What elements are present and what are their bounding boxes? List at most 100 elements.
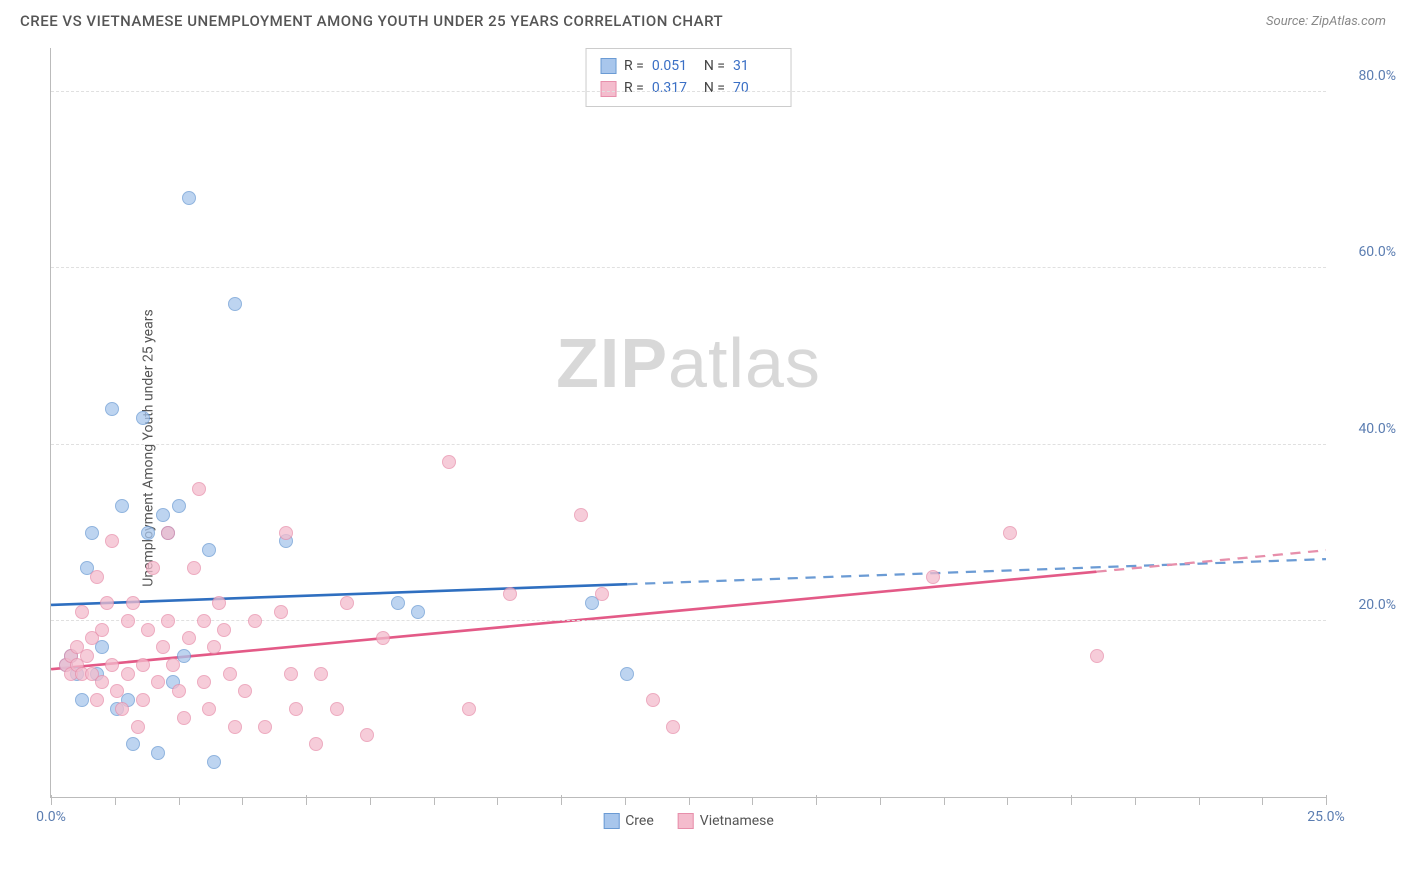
x-tick-minor <box>752 797 753 805</box>
scatter-point <box>141 526 155 540</box>
scatter-point <box>340 596 354 610</box>
x-tick-minor <box>1007 797 1008 805</box>
scatter-point <box>646 693 660 707</box>
scatter-point <box>115 702 129 716</box>
x-tick-minor <box>1199 797 1200 805</box>
y-tick-label: 20.0% <box>1358 597 1396 613</box>
scatter-point <box>212 596 226 610</box>
watermark-bold: ZIP <box>556 324 668 402</box>
scatter-point <box>136 693 150 707</box>
x-tick-label: 25.0% <box>1307 809 1345 825</box>
scatter-point <box>172 684 186 698</box>
scatter-point <box>314 667 328 681</box>
scatter-point <box>105 658 119 672</box>
x-tick-minor <box>370 797 371 805</box>
scatter-point <box>228 297 242 311</box>
stat-n-value: 70 <box>733 77 777 99</box>
scatter-point <box>207 755 221 769</box>
stats-row: R =0.317N =70 <box>600 77 777 99</box>
trend-line-dashed <box>627 559 1326 584</box>
y-tick-label: 80.0% <box>1358 68 1396 84</box>
x-tick-minor <box>242 797 243 805</box>
scatter-point <box>207 640 221 654</box>
legend-label: Vietnamese <box>700 813 774 829</box>
legend: Cree Vietnamese <box>603 813 774 829</box>
x-tick <box>51 795 52 805</box>
legend-swatch <box>678 813 694 829</box>
scatter-point <box>151 746 165 760</box>
scatter-point <box>442 455 456 469</box>
chart-title: CREE VS VIETNAMESE UNEMPLOYMENT AMONG YO… <box>20 12 723 30</box>
scatter-point <box>289 702 303 716</box>
plot-region: ZIPatlas R =0.051N =31R =0.317N =70 Cree… <box>50 48 1326 798</box>
scatter-point <box>177 711 191 725</box>
scatter-point <box>391 596 405 610</box>
scatter-point <box>187 561 201 575</box>
scatter-point <box>161 614 175 628</box>
scatter-point <box>95 675 109 689</box>
scatter-point <box>1003 526 1017 540</box>
gridline-h <box>51 620 1326 621</box>
y-tick-label: 40.0% <box>1358 421 1396 437</box>
scatter-point <box>595 587 609 601</box>
scatter-point <box>105 534 119 548</box>
legend-item: Cree <box>603 813 654 829</box>
stat-r-label: R = <box>624 77 644 99</box>
stats-box: R =0.051N =31R =0.317N =70 <box>585 48 792 107</box>
stat-n-value: 31 <box>733 55 777 77</box>
x-tick <box>561 795 562 805</box>
scatter-point <box>620 667 634 681</box>
scatter-point <box>202 702 216 716</box>
scatter-point <box>376 631 390 645</box>
scatter-point <box>217 623 231 637</box>
scatter-point <box>121 614 135 628</box>
scatter-point <box>156 640 170 654</box>
x-tick <box>816 795 817 805</box>
x-tick-label: 0.0% <box>36 809 66 825</box>
x-tick-minor <box>625 797 626 805</box>
scatter-point <box>284 667 298 681</box>
series-swatch <box>600 81 616 97</box>
scatter-point <box>202 543 216 557</box>
scatter-point <box>223 667 237 681</box>
scatter-point <box>258 720 272 734</box>
scatter-point <box>192 482 206 496</box>
scatter-point <box>666 720 680 734</box>
x-tick-minor <box>689 797 690 805</box>
scatter-point <box>197 614 211 628</box>
scatter-point <box>121 667 135 681</box>
x-tick-minor <box>1135 797 1136 805</box>
scatter-point <box>126 737 140 751</box>
chart-area: Unemployment Among Youth under 25 years … <box>0 38 1406 858</box>
scatter-point <box>926 570 940 584</box>
legend-item: Vietnamese <box>678 813 774 829</box>
scatter-point <box>182 191 196 205</box>
scatter-point <box>309 737 323 751</box>
gridline-h <box>51 444 1326 445</box>
scatter-point <box>238 684 252 698</box>
scatter-point <box>151 675 165 689</box>
stat-n-label: N = <box>704 77 725 99</box>
scatter-point <box>1090 649 1104 663</box>
scatter-point <box>75 693 89 707</box>
source-label: Source: ZipAtlas.com <box>1266 14 1386 29</box>
scatter-point <box>172 499 186 513</box>
scatter-point <box>110 684 124 698</box>
scatter-point <box>105 402 119 416</box>
x-tick <box>1326 795 1327 805</box>
scatter-point <box>115 499 129 513</box>
gridline-h <box>51 91 1326 92</box>
scatter-point <box>574 508 588 522</box>
scatter-point <box>75 605 89 619</box>
scatter-point <box>146 561 160 575</box>
series-swatch <box>600 58 616 74</box>
scatter-point <box>503 587 517 601</box>
scatter-point <box>166 658 180 672</box>
gridline-h <box>51 267 1326 268</box>
scatter-point <box>360 728 374 742</box>
x-tick-minor <box>944 797 945 805</box>
scatter-point <box>279 526 293 540</box>
scatter-point <box>126 596 140 610</box>
scatter-point <box>80 649 94 663</box>
scatter-point <box>248 614 262 628</box>
